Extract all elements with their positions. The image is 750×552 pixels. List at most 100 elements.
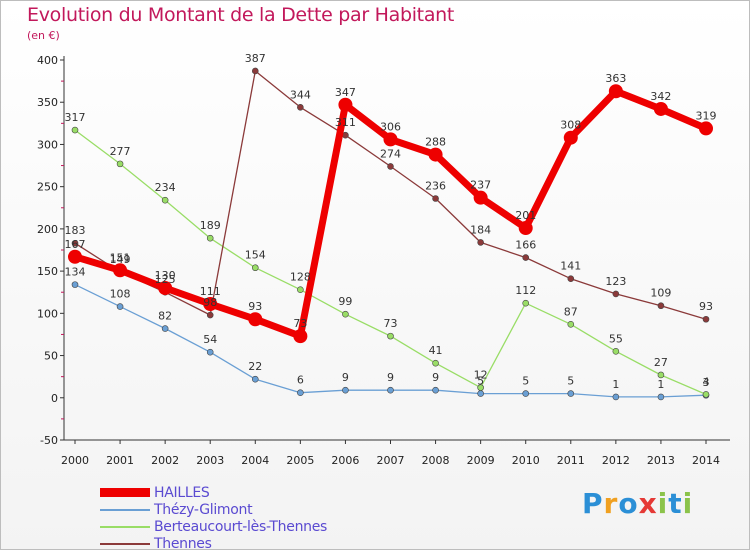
series-1-point-3 — [206, 348, 214, 356]
series-2-label-5: 128 — [290, 271, 311, 284]
x-tick-label-1: 2001 — [106, 454, 134, 467]
logo-letter-3: x — [638, 487, 658, 520]
y-tick-label-1: 0 — [51, 392, 58, 405]
series-1-label-11: 5 — [567, 375, 574, 388]
series-0-label-14: 319 — [696, 109, 717, 122]
logo-letter-6: i — [682, 487, 694, 520]
series-0-label-8: 288 — [425, 136, 446, 149]
x-tick-label-14: 2014 — [692, 454, 720, 467]
series-0-point-14 — [699, 121, 713, 136]
series-1-label-4: 22 — [248, 360, 262, 373]
series-2-label-9: 12 — [474, 369, 488, 382]
series-2-point-5 — [297, 286, 304, 293]
series-1-point-9 — [477, 390, 484, 397]
series-0-label-1: 151 — [110, 251, 131, 264]
legend: HAILLES Thézy-Glimont Berteaucourt-lès-The… — [100, 484, 327, 552]
x-tick-label-13: 2013 — [647, 454, 675, 467]
x-tick-label-4: 2004 — [241, 454, 269, 467]
series-3-label-11: 141 — [560, 260, 581, 273]
series-0-point-1 — [113, 263, 128, 278]
logo-letter-0: P — [582, 487, 604, 520]
series-3-point-10 — [522, 254, 530, 261]
x-tick-label-8: 2008 — [422, 454, 450, 467]
series-1-point-5 — [297, 389, 304, 397]
chart-title: Evolution du Montant de la Dette par Hab… — [27, 4, 455, 26]
legend-label-3: Thennes — [154, 535, 212, 552]
series-3-label-7: 274 — [380, 147, 401, 160]
series-3-label-5: 344 — [290, 88, 311, 101]
y-tick-label-3: 100 — [37, 307, 58, 320]
series-2-point-9 — [477, 384, 484, 391]
x-tick-label-10: 2010 — [512, 454, 540, 467]
series-2-point-6 — [342, 310, 349, 318]
series-1-label-6: 9 — [342, 371, 349, 384]
series-2-point-4 — [251, 264, 259, 272]
series-3-label-8: 236 — [425, 179, 446, 192]
series-3-label-1: 149 — [110, 253, 131, 266]
series-0-label-6: 347 — [335, 86, 356, 99]
logo-letter-5: t — [668, 487, 683, 520]
x-tick-label-5: 2005 — [286, 454, 314, 467]
legend-item-0: HAILLES — [100, 484, 327, 501]
series-1-label-5: 6 — [297, 374, 304, 387]
series-0-label-2: 130 — [155, 269, 176, 282]
series-1-point-12 — [612, 393, 620, 401]
series-0-point-0 — [68, 249, 82, 264]
series-1-label-14: 3 — [703, 376, 710, 389]
series-2-point-14 — [702, 391, 710, 398]
series-0-point-10 — [518, 221, 533, 236]
series-0-point-4 — [248, 312, 263, 327]
legend-swatch-2 — [100, 525, 150, 528]
legend-swatch-1 — [100, 508, 150, 511]
series-2-label-0: 317 — [65, 111, 86, 124]
chart-subtitle: (en €) — [27, 29, 60, 42]
series-2-point-12 — [612, 348, 620, 355]
series-1-label-1: 108 — [110, 288, 131, 301]
y-tick-label-2: 50 — [44, 350, 58, 363]
series-3-label-4: 387 — [245, 52, 266, 65]
series-0-point-2 — [158, 281, 173, 295]
series-3-point-5 — [297, 103, 304, 111]
series-1-point-0 — [71, 281, 79, 288]
x-tick-label-11: 2011 — [557, 454, 585, 467]
series-0-label-11: 308 — [560, 119, 581, 132]
series-0-label-10: 201 — [515, 209, 536, 222]
series-2-label-7: 73 — [384, 317, 398, 330]
series-2-point-7 — [387, 332, 394, 340]
series-1-point-10 — [522, 390, 530, 397]
series-3-point-9 — [477, 239, 484, 246]
series-3-label-2: 125 — [155, 273, 176, 286]
series-2-point-10 — [522, 299, 530, 307]
series-3-point-0 — [71, 239, 79, 247]
series-2-label-8: 41 — [429, 344, 443, 357]
legend-swatch-3 — [100, 542, 150, 545]
series-3-label-9: 184 — [470, 223, 491, 236]
series-3-label-0: 183 — [65, 224, 86, 237]
x-tick-label-2: 2002 — [151, 454, 179, 467]
series-0-label-13: 342 — [650, 90, 671, 103]
series-0-point-11 — [563, 130, 578, 145]
series-3-label-10: 166 — [515, 239, 536, 252]
series-3-label-6: 311 — [335, 116, 356, 129]
series-3-point-4 — [251, 67, 259, 75]
series-0-point-8 — [428, 147, 443, 162]
y-tick-label-7: 300 — [37, 138, 58, 151]
series-2-label-11: 87 — [564, 305, 578, 318]
series-0-point-3 — [203, 297, 218, 312]
series-0-label-5: 73 — [293, 317, 307, 330]
series-2-label-12: 55 — [609, 332, 623, 345]
series-0-point-6 — [338, 97, 353, 112]
legend-item-3: Thennes — [100, 535, 327, 552]
legend-label-2: Berteaucourt-lès-Thennes — [154, 518, 328, 535]
series-1-label-10: 5 — [522, 375, 529, 388]
series-2-label-4: 154 — [245, 249, 266, 262]
series-0-point-9 — [473, 190, 488, 205]
series-2-label-1: 277 — [110, 145, 131, 158]
series-2-label-13: 27 — [654, 356, 668, 369]
proxiti-logo: Proxiti — [582, 487, 693, 520]
series-2-label-6: 99 — [338, 295, 352, 308]
series-2-point-11 — [567, 321, 575, 328]
series-1-point-6 — [342, 386, 349, 394]
series-3-point-7 — [387, 163, 394, 170]
x-tick-label-0: 2000 — [61, 454, 89, 467]
